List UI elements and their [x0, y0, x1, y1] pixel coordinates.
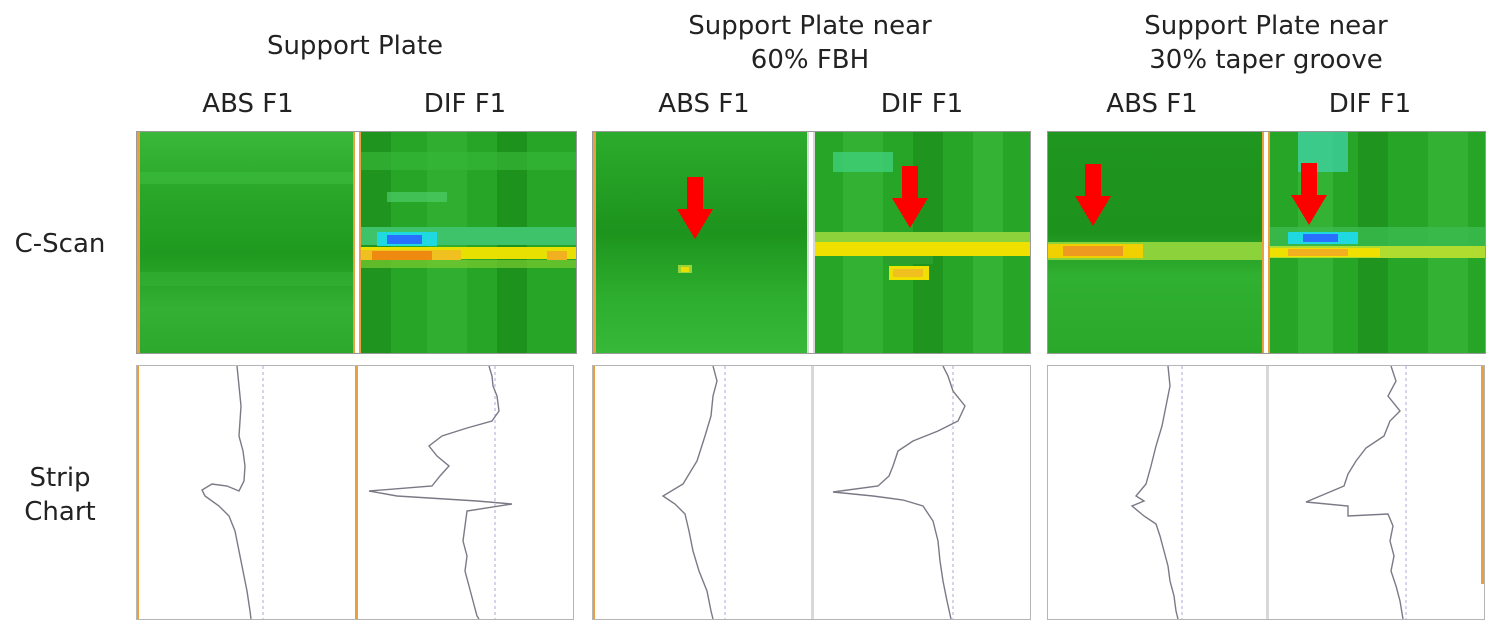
- cscan-panel-3: [1047, 131, 1486, 354]
- row-label-strip-line1: Strip: [29, 463, 91, 493]
- strip-chart-panel-3: [1047, 365, 1485, 620]
- cscan-panel-2: [592, 131, 1031, 354]
- arrow-panel-3-dif: [1291, 163, 1327, 225]
- panel-3-title-line2: 30% taper groove: [1149, 45, 1383, 75]
- panel-3-dif-label: DIF F1: [1328, 89, 1412, 119]
- panel-3-abs-label: ABS F1: [1106, 89, 1198, 119]
- dif-trace: [832, 366, 966, 619]
- strip-chart-panel-1: [136, 365, 574, 620]
- abs-cscan-field: [137, 132, 353, 353]
- abs-trace: [201, 366, 252, 619]
- panel-3-title-line1: Support Plate near: [1144, 11, 1388, 41]
- dif-trace: [1305, 366, 1404, 619]
- panel-2-dif-label: DIF F1: [880, 89, 964, 119]
- abs-cscan-field: [593, 132, 807, 353]
- panel-1-title: Support Plate: [266, 31, 444, 61]
- abs-trace: [1130, 366, 1179, 619]
- row-label-strip-line2: Chart: [24, 497, 96, 527]
- arrow-panel-2-abs: [677, 177, 713, 239]
- cscan-panel-1: [136, 131, 577, 354]
- panel-1-dif-label: DIF F1: [423, 89, 507, 119]
- panel-1-abs-label: ABS F1: [202, 89, 294, 119]
- arrow-panel-3-abs: [1075, 164, 1111, 226]
- strip-chart-panel-2: [592, 365, 1031, 620]
- panel-2-abs-label: ABS F1: [658, 89, 750, 119]
- panel-2-title-line1: Support Plate near: [688, 11, 932, 41]
- abs-trace: [661, 366, 718, 619]
- dif-trace: [368, 366, 513, 619]
- panel-2-title-line2: 60% FBH: [750, 45, 870, 75]
- arrow-panel-2-dif: [892, 166, 928, 228]
- row-label-cscan: C-Scan: [14, 229, 106, 259]
